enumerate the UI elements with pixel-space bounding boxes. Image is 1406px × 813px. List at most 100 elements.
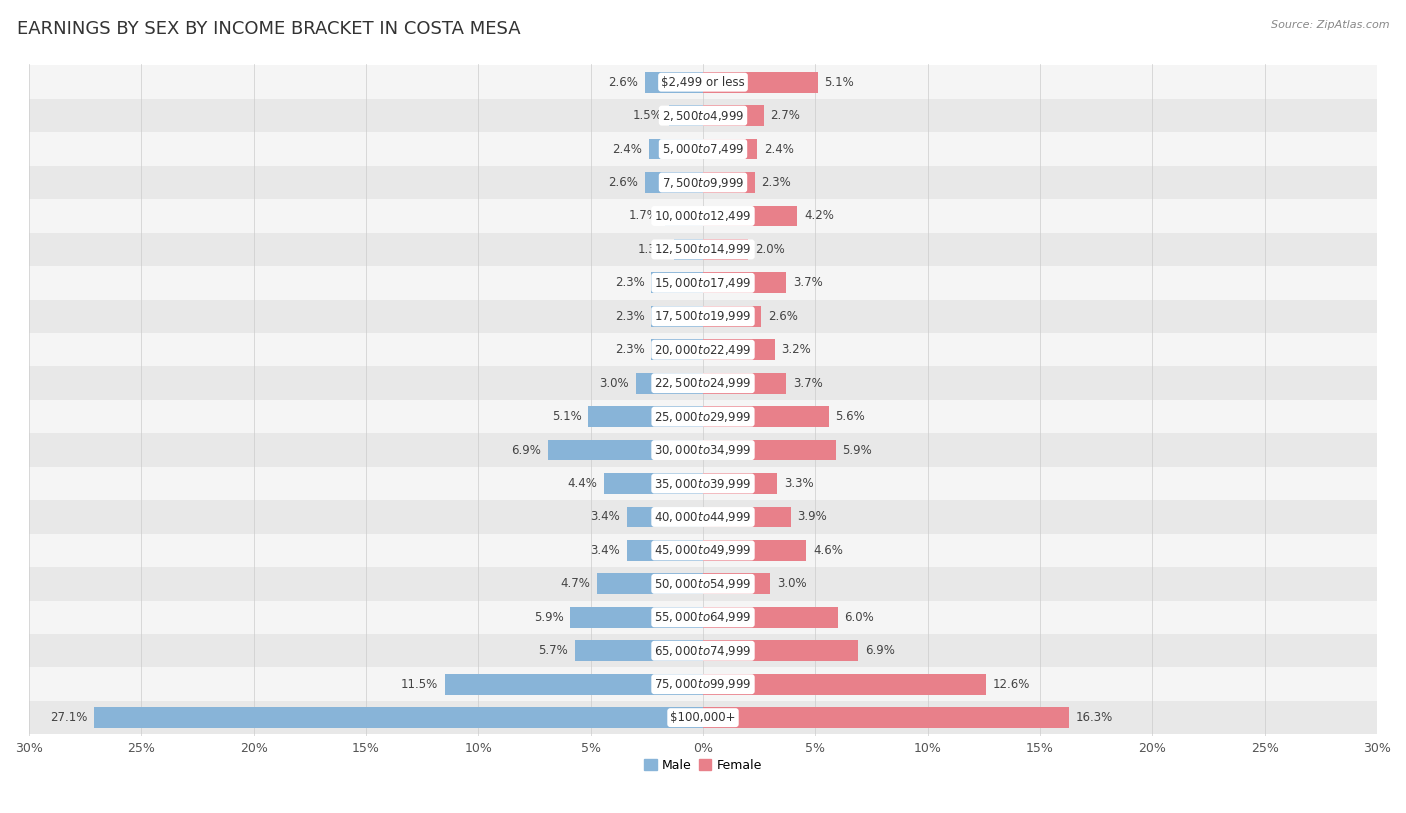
Text: 4.7%: 4.7% <box>561 577 591 590</box>
Text: $7,500 to $9,999: $7,500 to $9,999 <box>662 176 744 189</box>
Bar <box>627 540 703 561</box>
Bar <box>703 306 762 327</box>
Text: $17,500 to $19,999: $17,500 to $19,999 <box>654 309 752 324</box>
Text: 3.0%: 3.0% <box>778 577 807 590</box>
Bar <box>703 172 755 193</box>
Text: 2.3%: 2.3% <box>614 343 644 356</box>
Text: 2.3%: 2.3% <box>614 276 644 289</box>
Bar <box>703 573 770 594</box>
Bar <box>703 473 778 493</box>
Bar <box>30 634 1376 667</box>
Text: $75,000 to $99,999: $75,000 to $99,999 <box>654 677 752 691</box>
Text: $2,500 to $4,999: $2,500 to $4,999 <box>662 109 744 123</box>
Text: $50,000 to $54,999: $50,000 to $54,999 <box>654 577 752 591</box>
Bar <box>30 133 1376 166</box>
Text: 1.5%: 1.5% <box>633 109 662 122</box>
Bar <box>651 306 703 327</box>
Bar <box>588 406 703 427</box>
Text: 11.5%: 11.5% <box>401 678 437 691</box>
Bar <box>644 172 703 193</box>
Bar <box>30 199 1376 233</box>
Text: 2.4%: 2.4% <box>763 142 793 155</box>
Bar <box>30 667 1376 701</box>
Text: 4.4%: 4.4% <box>568 477 598 490</box>
Text: 2.3%: 2.3% <box>614 310 644 323</box>
Text: 3.4%: 3.4% <box>591 544 620 557</box>
Text: $30,000 to $34,999: $30,000 to $34,999 <box>654 443 752 457</box>
Text: $12,500 to $14,999: $12,500 to $14,999 <box>654 242 752 256</box>
Bar <box>30 166 1376 199</box>
Bar <box>673 239 703 260</box>
Bar <box>30 467 1376 500</box>
Text: 2.6%: 2.6% <box>768 310 799 323</box>
Bar <box>703 139 756 159</box>
Bar <box>669 105 703 126</box>
Bar <box>30 99 1376 133</box>
Text: $40,000 to $44,999: $40,000 to $44,999 <box>654 510 752 524</box>
Text: 6.0%: 6.0% <box>845 611 875 624</box>
Bar <box>703 674 986 694</box>
Text: 1.7%: 1.7% <box>628 210 658 223</box>
Bar <box>605 473 703 493</box>
Bar <box>30 233 1376 266</box>
Bar <box>703 641 858 661</box>
Text: $35,000 to $39,999: $35,000 to $39,999 <box>654 476 752 490</box>
Bar <box>575 641 703 661</box>
Legend: Male, Female: Male, Female <box>640 754 766 777</box>
Bar <box>30 367 1376 400</box>
Bar <box>703 206 797 226</box>
Text: $100,000+: $100,000+ <box>671 711 735 724</box>
Bar <box>30 66 1376 99</box>
Text: 5.9%: 5.9% <box>534 611 564 624</box>
Bar <box>703 607 838 628</box>
Text: 27.1%: 27.1% <box>51 711 87 724</box>
Bar <box>598 573 703 594</box>
Bar <box>30 266 1376 299</box>
Text: 6.9%: 6.9% <box>512 444 541 457</box>
Text: 2.6%: 2.6% <box>607 176 638 189</box>
Text: 3.2%: 3.2% <box>782 343 811 356</box>
Text: 3.7%: 3.7% <box>793 276 823 289</box>
Bar <box>444 674 703 694</box>
Bar <box>703 339 775 360</box>
Bar <box>703 406 828 427</box>
Bar <box>30 299 1376 333</box>
Bar <box>703 707 1069 728</box>
Text: 3.7%: 3.7% <box>793 376 823 389</box>
Text: 5.9%: 5.9% <box>842 444 872 457</box>
Bar <box>703 239 748 260</box>
Text: 1.3%: 1.3% <box>637 243 666 256</box>
Bar <box>30 533 1376 567</box>
Bar <box>30 400 1376 433</box>
Text: 2.6%: 2.6% <box>607 76 638 89</box>
Text: 5.1%: 5.1% <box>553 410 582 423</box>
Text: 2.3%: 2.3% <box>762 176 792 189</box>
Text: 5.6%: 5.6% <box>835 410 865 423</box>
Bar <box>636 373 703 393</box>
Text: 6.9%: 6.9% <box>865 644 894 657</box>
Text: $10,000 to $12,499: $10,000 to $12,499 <box>654 209 752 223</box>
Text: 3.3%: 3.3% <box>785 477 814 490</box>
Text: 12.6%: 12.6% <box>993 678 1031 691</box>
Bar <box>703 105 763 126</box>
Bar <box>644 72 703 93</box>
Text: $2,499 or less: $2,499 or less <box>661 76 745 89</box>
Bar <box>703 440 835 460</box>
Bar <box>30 601 1376 634</box>
Bar <box>30 701 1376 734</box>
Bar <box>30 333 1376 367</box>
Text: 3.0%: 3.0% <box>599 376 628 389</box>
Bar <box>94 707 703 728</box>
Text: 5.7%: 5.7% <box>538 644 568 657</box>
Bar <box>703 506 790 528</box>
Bar <box>650 139 703 159</box>
Bar <box>548 440 703 460</box>
Bar <box>651 339 703 360</box>
Text: Source: ZipAtlas.com: Source: ZipAtlas.com <box>1271 20 1389 30</box>
Text: 3.9%: 3.9% <box>797 511 827 524</box>
Text: 4.6%: 4.6% <box>813 544 844 557</box>
Text: 2.0%: 2.0% <box>755 243 785 256</box>
Text: $25,000 to $29,999: $25,000 to $29,999 <box>654 410 752 424</box>
Text: 2.4%: 2.4% <box>613 142 643 155</box>
Bar <box>627 506 703 528</box>
